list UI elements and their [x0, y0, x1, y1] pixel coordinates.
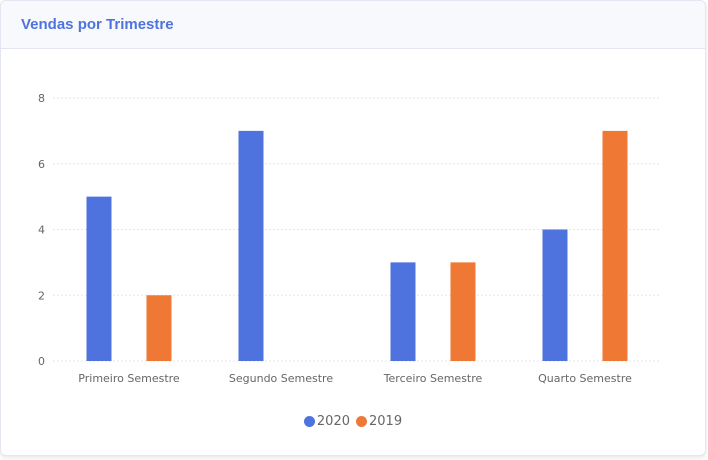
bar-2020-4[interactable] [542, 229, 568, 362]
y-tick-label: 2 [38, 289, 45, 302]
legend-label-2020: 2020 [316, 414, 350, 429]
x-axis: Primeiro Semestre Segundo Semestre Terceir… [78, 372, 632, 385]
card-title: Vendas por Trimestre [21, 16, 174, 33]
legend-swatch-2020 [303, 416, 315, 427]
legend-item-2020[interactable]: 2020 [303, 414, 350, 429]
y-tick-label: 8 [38, 92, 45, 105]
bar-2019-4[interactable] [602, 130, 628, 361]
x-tick-label: Quarto Semestre [538, 372, 632, 385]
bar-2019-3[interactable] [450, 262, 476, 361]
y-tick-label: 6 [38, 158, 45, 171]
legend-label-2019: 2019 [369, 414, 403, 429]
legend-item-2019[interactable]: 2019 [356, 414, 402, 429]
bar-chart: 0 2 4 6 8 Primeiro Semestre Segundo Semestre T… [38, 92, 661, 385]
bar-2020-1[interactable] [86, 196, 112, 361]
legend: 2020 2019 [1, 414, 705, 429]
x-tick-label: Terceiro Semestre [383, 372, 483, 385]
bar-2020-2[interactable] [238, 130, 264, 361]
chart-area: 0 2 4 6 8 Primeiro Semestre Segundo Semestre T… [1, 50, 705, 455]
legend-swatch-2019 [356, 416, 367, 427]
bar-2020-3[interactable] [390, 262, 416, 361]
grid [53, 97, 661, 362]
bar-2019-1[interactable] [146, 295, 172, 361]
y-tick-label: 4 [38, 224, 45, 237]
x-tick-label: Segundo Semestre [229, 372, 333, 385]
bars [86, 130, 628, 362]
card-header: Vendas por Trimestre [1, 1, 705, 49]
y-axis: 0 2 4 6 8 [38, 92, 45, 368]
y-tick-label: 0 [38, 355, 45, 368]
x-tick-label: Primeiro Semestre [78, 372, 180, 385]
